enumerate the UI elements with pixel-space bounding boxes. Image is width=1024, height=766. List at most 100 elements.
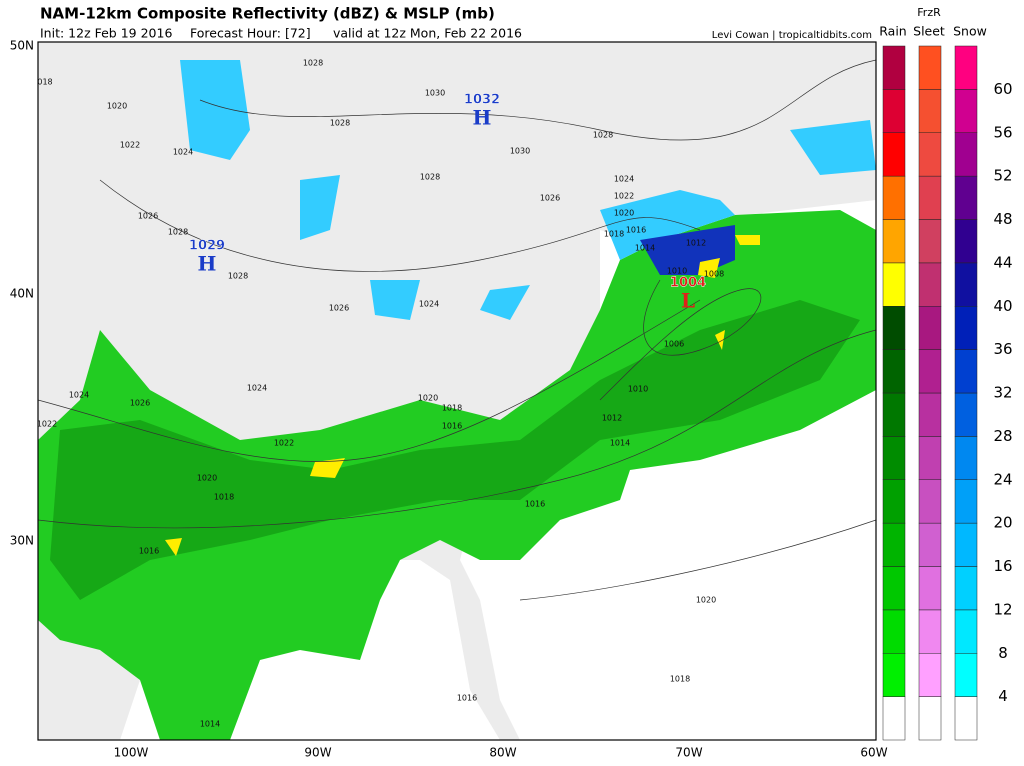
colorbar-cell [882, 349, 906, 394]
isobar-label: 1010 [667, 267, 687, 276]
colorbar-cell [918, 349, 942, 394]
isobar-label: 1024 [247, 384, 267, 393]
colorbar-cell [954, 45, 978, 90]
colorbar-cell [954, 566, 978, 611]
colorbar-cell [918, 132, 942, 177]
isobar-label: 1014 [610, 439, 630, 448]
snow-header: Snow [953, 24, 987, 39]
colorbar-cell [954, 175, 978, 220]
lat-label: 40N [10, 287, 34, 301]
isobar-label: 1018 [670, 675, 690, 684]
lon-label: 70W [675, 746, 702, 760]
isobar-label: 1024 [614, 175, 634, 184]
isobar-label: 1020 [107, 102, 127, 111]
pressure-center: L [681, 289, 695, 313]
snow-area [180, 60, 876, 320]
isobar-label: 1028 [228, 272, 248, 281]
colorbar-label: 40 [993, 297, 1012, 315]
colorbar-cell [882, 219, 906, 264]
isobar-label: 1018 [442, 404, 462, 413]
colorbar-label: 44 [993, 253, 1012, 271]
colorbar-cell [918, 696, 942, 741]
isobar-label: 1028 [420, 173, 440, 182]
isobar-label: 1012 [686, 239, 706, 248]
credit: Levi Cowan | tropicaltidbits.com [712, 30, 872, 41]
colorbar-label: 20 [993, 514, 1012, 532]
pressure-center: H [198, 252, 217, 276]
isobar-label: 1016 [626, 226, 646, 235]
colorbar-cell [918, 566, 942, 611]
lon-label: 100W [114, 746, 149, 760]
colorbar-label: 16 [993, 557, 1012, 575]
colorbar-cell [918, 522, 942, 567]
isobar-label: 1024 [69, 391, 89, 400]
lon-label: 80W [489, 746, 516, 760]
isobar-label: 1014 [200, 720, 220, 729]
colorbar-cell [954, 132, 978, 177]
colorbar-cell [882, 306, 906, 350]
forecast-hour: Forecast Hour: [72] [190, 26, 311, 41]
isobar-label: 1024 [419, 300, 439, 309]
colorbar-cell [882, 262, 906, 307]
colorbar-cell [918, 306, 942, 350]
colorbar-cell [954, 392, 978, 437]
colorbar-cell [954, 89, 978, 133]
isobar-label: 1010 [628, 385, 648, 394]
isobar-label: 1020 [418, 394, 438, 403]
colorbar-cell [918, 479, 942, 524]
valid-time: valid at 12z Mon, Feb 22 2016 [333, 26, 522, 41]
colorbar-cell [918, 219, 942, 264]
lon-label: 90W [304, 746, 331, 760]
colorbar-cell [954, 522, 978, 567]
colorbar-cell [918, 175, 942, 220]
isobar-label: 1018 [604, 230, 624, 239]
isobars [37, 59, 877, 601]
colorbar-cell [882, 653, 906, 697]
frzr-header: FrzR [917, 6, 941, 19]
colorbar-cell [954, 219, 978, 264]
isobar-label: 1026 [329, 304, 349, 313]
isobar-label: 1020 [614, 209, 634, 218]
colorbar-cell [918, 436, 942, 480]
colorbar-cell [882, 45, 906, 90]
pressure-center: H [473, 106, 492, 130]
isobar-label: 1018 [214, 493, 234, 502]
isobar-label: 1026 [138, 212, 158, 221]
colorbar-cell [882, 436, 906, 480]
pressure-value: 1032 [464, 93, 500, 108]
colorbar-cell [954, 306, 978, 350]
isobar-label: 1028 [303, 59, 323, 68]
isobar-label: 1016 [442, 422, 462, 431]
pressure-value: 1029 [189, 239, 225, 254]
sleet-header: Sleet [913, 24, 945, 39]
isobar-label: 018 [37, 78, 52, 87]
colorbar-label: 32 [993, 384, 1012, 402]
colorbar-cell [954, 609, 978, 654]
colorbar-label: 8 [998, 644, 1008, 662]
lon-label: 60W [860, 746, 887, 760]
colorbar-label: 48 [993, 210, 1012, 228]
isobar-label: 1012 [602, 414, 622, 423]
colorbar-cell [882, 132, 906, 177]
colorbar-cell [882, 392, 906, 437]
mixed-precip [165, 235, 760, 556]
colorbar-cell [882, 566, 906, 611]
isobar-label: 1022 [37, 420, 57, 429]
colorbar-cell [918, 45, 942, 90]
colorbar-cell [918, 653, 942, 697]
colorbar-cell [882, 522, 906, 567]
isobar-label: 1026 [540, 194, 560, 203]
colorbar-label: 24 [993, 470, 1012, 488]
colorbar-label: 52 [993, 167, 1012, 185]
isobar-label: 1016 [457, 694, 477, 703]
map-frame [37, 41, 877, 741]
colorbar-cell [918, 89, 942, 133]
lat-label: 30N [10, 534, 34, 548]
isobar-label: 1024 [173, 148, 193, 157]
colorbar: Rain FrzR Sleet Snow 4812162024283236404… [879, 6, 1013, 741]
colorbar-cell [954, 349, 978, 394]
colorbar-cell [954, 262, 978, 307]
title: NAM-12km Composite Reflectivity (dBZ) & … [40, 5, 495, 23]
colorbar-cell [882, 89, 906, 133]
